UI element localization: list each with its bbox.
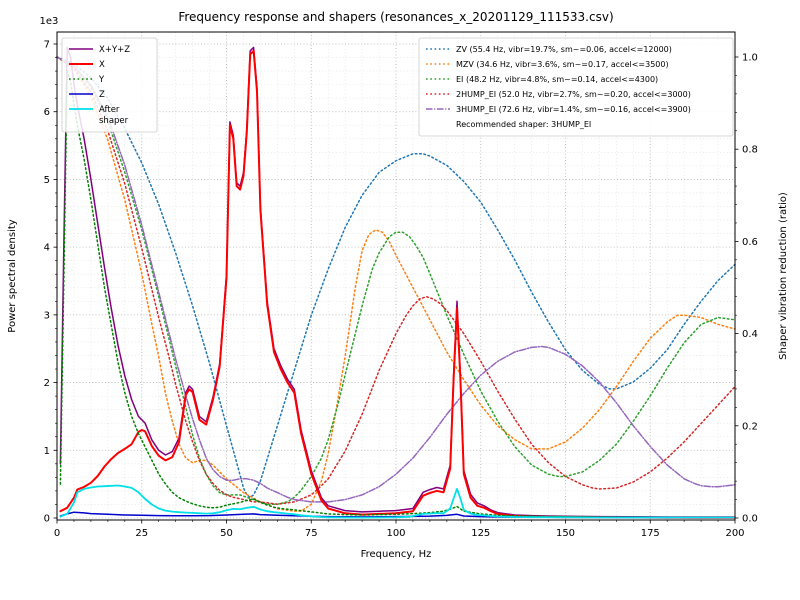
y-left-tick-label: 5 [44, 175, 50, 186]
y-left-tick-label: 4 [44, 243, 50, 254]
x-tick-label: 0 [54, 528, 60, 539]
legend-label-psd-y: Y [98, 75, 105, 85]
y-left-tick-label: 6 [44, 107, 50, 118]
x-tick-label: 175 [641, 528, 660, 539]
y-left-tick-label: 1 [44, 446, 50, 457]
series-shaper-mzv [56, 56, 736, 512]
chart-title: Frequency response and shapers (resonanc… [178, 10, 613, 24]
legend-label-psd-sum: X+Y+Z [99, 45, 130, 55]
series-shaper-ei [56, 56, 736, 505]
y-left-tick-label: 2 [44, 378, 50, 389]
y-right-tick-label: 0.4 [742, 329, 758, 340]
y-axis-label-right: Shaper vibration reduction (ratio) [778, 192, 789, 360]
legend-label-shaper-2hump-ei: 2HUMP_EI (52.0 Hz, vibr=2.7%, sm~=0.20, … [456, 90, 691, 99]
legend-shapers: ZV (55.4 Hz, vibr=19.7%, sm~=0.06, accel… [418, 37, 734, 137]
y-right-tick-label: 0.2 [742, 421, 758, 432]
y-axis-offset-text: 1e3 [40, 16, 59, 27]
y-right-tick-label: 0.6 [742, 237, 758, 248]
y-right-tick-label: 1.0 [742, 53, 758, 64]
series-psd-after-shaper [59, 484, 736, 519]
legend-label-shaper-zv: ZV (55.4 Hz, vibr=19.7%, sm~=0.06, accel… [456, 45, 672, 54]
y-axis-label-left: Power spectral density [7, 219, 18, 332]
shaper-curves [56, 56, 736, 512]
legend-label-psd-x: X [99, 60, 105, 70]
legend-label-recommended-shaper-note: Recommended shaper: 3HUMP_EI [456, 120, 591, 129]
legend-shapers-frame [418, 37, 734, 137]
series-psd-y [59, 70, 736, 519]
x-tick-label: 50 [220, 528, 233, 539]
legend-label-psd-after-shaper: After [99, 105, 120, 115]
y-right-tick-label: 0.0 [742, 514, 758, 525]
grid-minor [57, 32, 735, 520]
legend-label-psd-after-shaper: shaper [99, 116, 129, 126]
x-axis-label: Frequency, Hz [361, 549, 432, 560]
series-shaper-zv [56, 56, 736, 499]
x-tick-label: 150 [556, 528, 575, 539]
series-psd-x [59, 49, 736, 519]
series-psd-z [59, 511, 736, 519]
series-shaper-3hump-ei [56, 56, 736, 503]
psd-curves [59, 46, 736, 519]
x-tick-label: 25 [135, 528, 148, 539]
y-left-tick-label: 7 [44, 40, 50, 51]
legend-label-psd-z: Z [99, 90, 105, 100]
y-right-tick-label: 0.8 [742, 145, 758, 156]
y-left-tick-label: 0 [44, 514, 50, 525]
axis-ticks: 0 25 50 75 100 125 150 175 200 0 1 2 3 4 5 6 7 0.0 0.2 0.4 0… [44, 40, 758, 540]
series-shaper-2hump-ei [56, 56, 736, 505]
x-tick-label: 200 [725, 528, 744, 539]
legend-label-shaper-mzv: MZV (34.6 Hz, vibr=3.6%, sm~=0.17, accel… [456, 60, 669, 69]
x-tick-label: 75 [305, 528, 318, 539]
x-tick-label: 125 [471, 528, 490, 539]
legend-label-shaper-3hump-ei: 3HUMP_EI (72.6 Hz, vibr=1.4%, sm~=0.16, … [456, 105, 691, 114]
legend-label-shaper-ei: EI (48.2 Hz, vibr=4.8%, sm~=0.14, accel<… [456, 75, 658, 84]
y-left-tick-label: 3 [44, 310, 50, 321]
x-tick-label: 100 [386, 528, 405, 539]
